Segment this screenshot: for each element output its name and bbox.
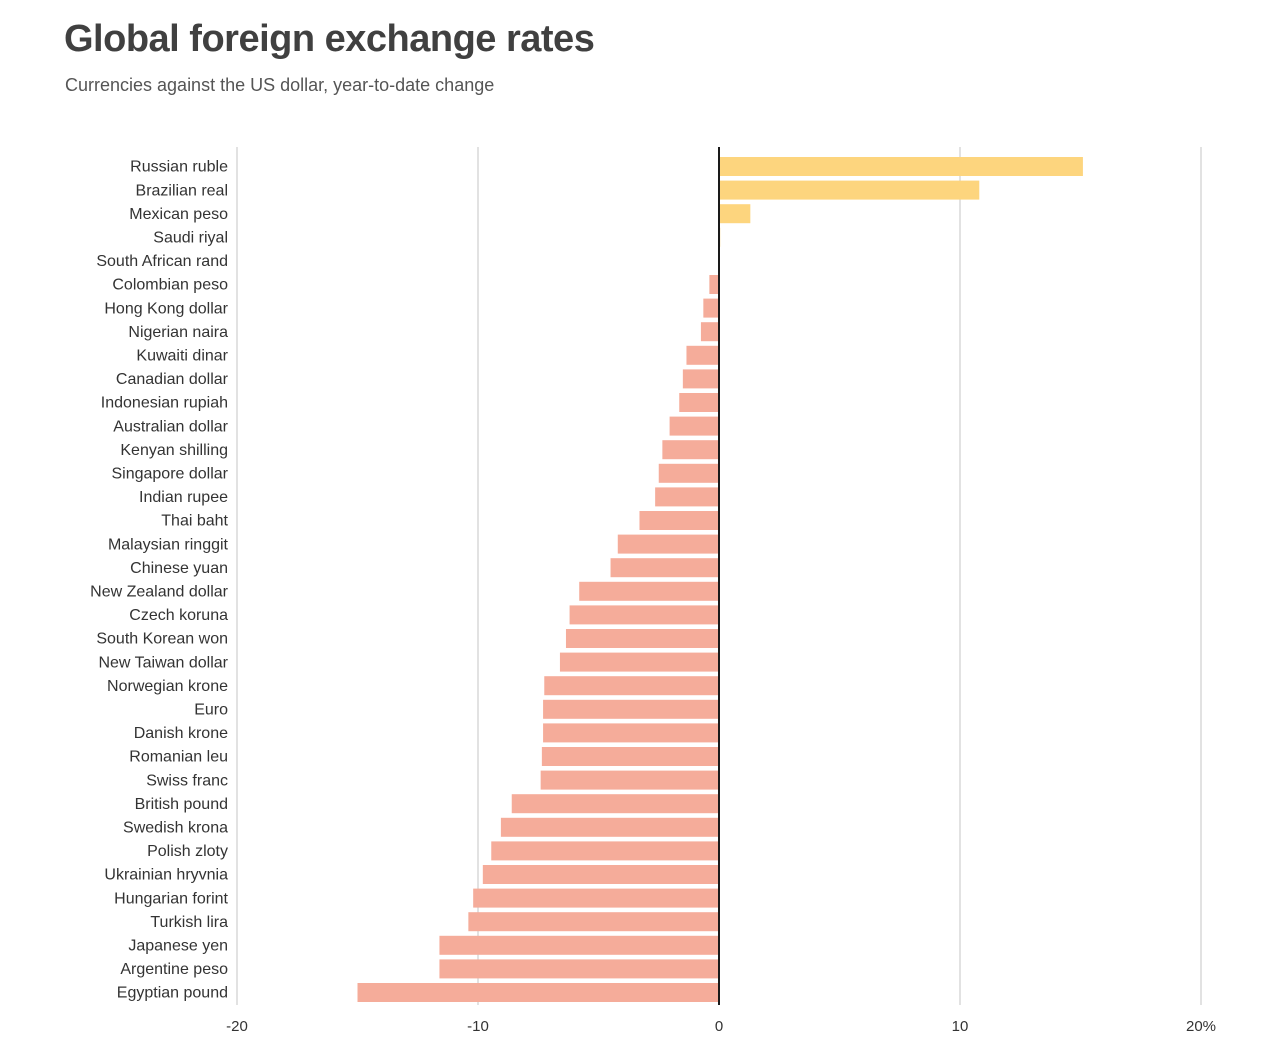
x-tick-label: 10	[952, 1018, 969, 1035]
category-label: New Taiwan dollar	[98, 654, 228, 671]
bar	[719, 204, 751, 224]
category-label: Swedish krona	[123, 820, 228, 837]
bar	[511, 794, 719, 814]
category-label: Norwegian krone	[107, 678, 228, 695]
category-label: Czech koruna	[129, 607, 228, 624]
x-tick-label: 20%	[1186, 1018, 1216, 1035]
category-label: Nigerian naira	[128, 324, 228, 341]
bar	[700, 322, 719, 342]
bar	[686, 345, 719, 365]
bar	[655, 487, 719, 507]
category-label: Kuwaiti dinar	[136, 348, 228, 365]
bar	[565, 629, 719, 648]
bar	[468, 912, 719, 932]
category-label: Mexican peso	[129, 206, 228, 223]
bar	[500, 817, 719, 837]
category-label: Chinese yuan	[130, 560, 228, 577]
category-label: Canadian dollar	[116, 371, 229, 388]
category-label: Malaysian ringgit	[108, 536, 229, 553]
bar	[662, 440, 719, 460]
category-label: Hungarian forint	[114, 890, 228, 907]
category-label: Argentine peso	[120, 961, 228, 978]
bar	[709, 275, 719, 294]
category-label: Danish krone	[134, 725, 228, 742]
category-label: Indian rupee	[139, 489, 228, 506]
bar	[473, 888, 719, 908]
category-label: New Zealand dollar	[90, 584, 229, 601]
x-tick-label: -10	[467, 1018, 489, 1035]
category-label: Turkish lira	[150, 914, 228, 931]
chart-subtitle: Currencies against the US dollar, year-t…	[65, 75, 495, 95]
category-label: Indonesian rupiah	[101, 395, 228, 412]
category-label: Hong Kong dollar	[104, 300, 228, 317]
bar	[541, 747, 719, 766]
category-label: Colombian peso	[112, 277, 228, 294]
chart-title: Global foreign exchange rates	[64, 18, 595, 60]
category-label: Ukrainian hryvnia	[104, 867, 228, 884]
bar	[491, 841, 719, 861]
category-label: Euro	[194, 702, 228, 719]
category-label: Swiss franc	[146, 772, 228, 789]
bar	[719, 180, 980, 200]
category-label: South Korean won	[96, 631, 228, 648]
x-tick-label: -20	[226, 1018, 248, 1035]
bar	[559, 652, 719, 672]
bar	[679, 393, 719, 412]
x-tick-label: 0	[715, 1018, 723, 1035]
category-label: Brazilian real	[136, 182, 228, 199]
bar	[669, 416, 719, 436]
category-label: Polish zloty	[147, 843, 228, 860]
bar	[658, 463, 719, 483]
bars	[357, 157, 1083, 1002]
bar	[543, 723, 719, 743]
bar	[639, 511, 719, 530]
bar	[682, 369, 719, 389]
category-label: Kenyan shilling	[120, 442, 228, 459]
category-label: British pound	[135, 796, 228, 813]
category-label: Australian dollar	[113, 418, 228, 435]
bar	[579, 581, 719, 601]
bar	[719, 157, 1083, 176]
bar	[439, 959, 719, 979]
gridlines	[236, 147, 1202, 1005]
category-label: Singapore dollar	[111, 466, 228, 483]
category-label: Thai baht	[161, 513, 228, 530]
category-label: Russian ruble	[130, 159, 228, 176]
category-label: South African rand	[96, 253, 228, 270]
bar	[540, 770, 719, 790]
bar	[617, 534, 719, 554]
x-axis-ticks: -20 -10 0 10 20%	[226, 1018, 1216, 1035]
category-label: Romanian leu	[129, 749, 228, 766]
bar	[569, 605, 719, 625]
bar	[482, 865, 719, 884]
category-label: Japanese yen	[128, 938, 228, 955]
bar	[357, 983, 719, 1002]
bar	[439, 935, 719, 955]
bar	[543, 699, 719, 719]
bar	[610, 558, 719, 578]
bar	[544, 676, 719, 696]
category-labels: Russian ruble Brazilian real Mexican peso S…	[90, 159, 229, 1002]
category-label: Saudi riyal	[153, 230, 228, 247]
category-label: Egyptian pound	[117, 985, 228, 1002]
bar	[703, 298, 719, 318]
